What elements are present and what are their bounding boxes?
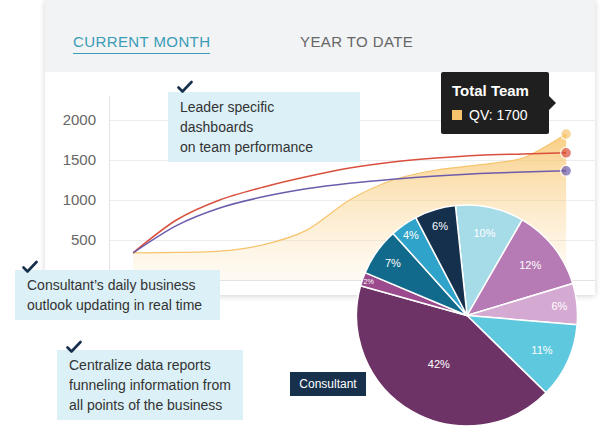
svg-text:10%: 10% <box>473 227 495 239</box>
svg-text:2000: 2000 <box>63 111 96 128</box>
svg-text:6%: 6% <box>432 220 448 232</box>
svg-text:12%: 12% <box>519 259 541 271</box>
html-text:Consultant’s daily business: Consultant’s daily business <box>27 277 196 293</box>
html-text:all points of the business: all points of the business <box>69 397 223 413</box>
svg-text:6%: 6% <box>551 300 567 312</box>
html-text:Leader specific dashboards: Leader specific dashboards <box>180 99 275 135</box>
svg-text:1000: 1000 <box>63 191 96 208</box>
svg-text:1500: 1500 <box>63 151 96 168</box>
svg-text:4%: 4% <box>403 229 419 241</box>
svg-text:2%: 2% <box>364 278 375 286</box>
svg-text:500: 500 <box>71 231 96 248</box>
html-text:Total Team: Total Team <box>452 82 529 99</box>
html-text:Centralize data reports: Centralize data reports <box>69 357 211 373</box>
html-text:funneling information from: funneling information from <box>69 377 231 393</box>
html-text:YEAR TO DATE: YEAR TO DATE <box>300 33 414 50</box>
html-text:QV: 1700: QV: 1700 <box>469 107 528 123</box>
svg-text:11%: 11% <box>531 344 552 356</box>
html-text:Consultant: Consultant <box>299 377 357 391</box>
svg-text:42%: 42% <box>428 358 450 370</box>
html-text:outlook updating in real time: outlook updating in real time <box>27 297 203 313</box>
svg-text:7%: 7% <box>385 257 401 269</box>
html-text:on team performance: on team performance <box>180 139 314 155</box>
html-text:CURRENT MONTH: CURRENT MONTH <box>73 33 211 50</box>
